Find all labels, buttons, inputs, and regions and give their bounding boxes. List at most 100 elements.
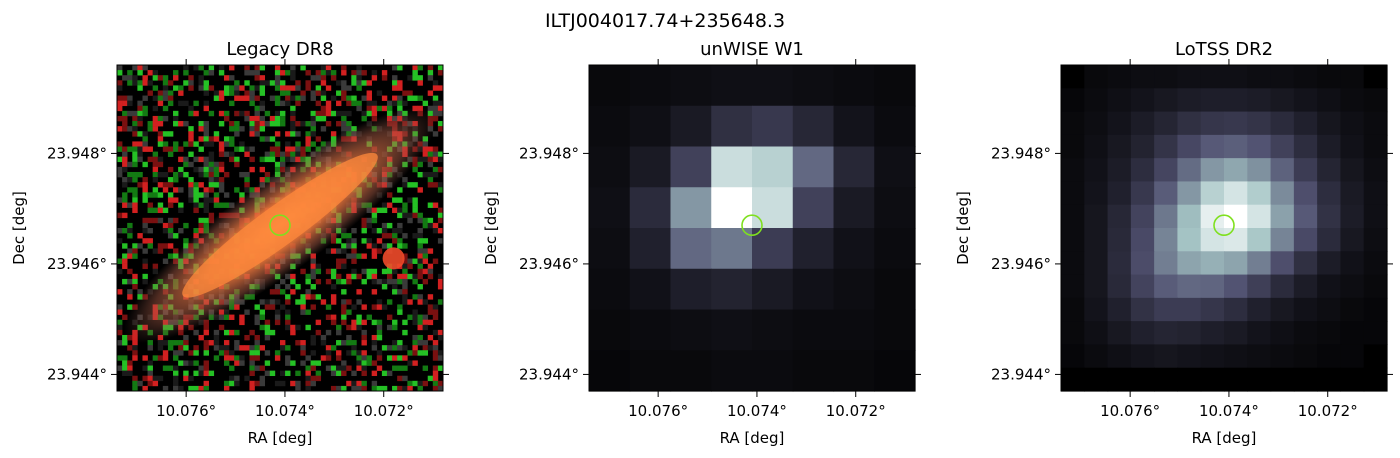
noise-pixel xyxy=(122,340,128,346)
noise-pixel xyxy=(254,334,260,341)
noise-pixel xyxy=(193,329,199,336)
noise-pixel xyxy=(437,182,444,188)
noise-pixel xyxy=(371,243,378,249)
noise-pixel xyxy=(122,126,128,132)
noise-pixel xyxy=(193,110,199,117)
noise-pixel xyxy=(203,126,209,132)
noise-pixel xyxy=(244,187,250,193)
noise-pixel xyxy=(167,146,174,152)
noise-pixel xyxy=(295,100,301,107)
noise-pixel xyxy=(300,309,306,315)
pixel xyxy=(711,309,753,351)
noise-pixel xyxy=(157,156,164,163)
noise-pixel xyxy=(203,202,209,208)
noise-pixel xyxy=(229,126,235,132)
noise-pixel xyxy=(117,80,123,86)
noise-pixel xyxy=(152,355,159,361)
noise-pixel xyxy=(132,202,138,208)
noise-pixel xyxy=(315,375,322,382)
noise-pixel xyxy=(397,355,403,361)
noise-pixel xyxy=(386,100,393,107)
noise-pixel xyxy=(341,258,347,264)
noise-pixel xyxy=(162,355,169,361)
noise-pixel xyxy=(315,263,322,270)
noise-pixel xyxy=(300,65,306,71)
noise-pixel xyxy=(315,268,322,275)
noise-pixel xyxy=(407,385,413,392)
noise-pixel xyxy=(310,294,316,300)
noise-pixel xyxy=(162,182,169,188)
noise-pixel xyxy=(218,345,225,351)
noise-pixel xyxy=(285,299,291,305)
noise-pixel xyxy=(381,228,388,234)
noise-pixel xyxy=(188,110,194,117)
noise-pixel xyxy=(264,350,271,356)
noise-pixel xyxy=(397,238,403,244)
noise-pixel xyxy=(381,95,388,101)
noise-pixel xyxy=(366,217,372,224)
noise-pixel xyxy=(300,151,306,157)
noise-pixel xyxy=(122,156,128,163)
noise-pixel xyxy=(229,75,235,81)
noise-pixel xyxy=(269,146,276,152)
noise-pixel xyxy=(366,90,372,96)
noise-pixel xyxy=(249,126,255,132)
noise-pixel xyxy=(381,278,388,285)
pixel xyxy=(1200,65,1225,89)
noise-pixel xyxy=(295,284,301,290)
pixel xyxy=(1200,321,1225,346)
noise-pixel xyxy=(183,161,189,168)
noise-pixel xyxy=(117,85,123,91)
noise-pixel xyxy=(188,131,194,137)
pixel xyxy=(1084,111,1109,136)
noise-pixel xyxy=(274,289,281,295)
noise-pixel xyxy=(264,136,271,142)
noise-pixel xyxy=(132,65,138,71)
noise-pixel xyxy=(157,90,164,96)
noise-pixel xyxy=(274,166,281,173)
axes-frame xyxy=(1060,64,1388,392)
noise-pixel xyxy=(198,166,204,173)
noise-pixel xyxy=(117,70,123,76)
noise-pixel xyxy=(132,380,138,387)
pixel xyxy=(1177,181,1202,206)
pixel xyxy=(1130,88,1155,113)
noise-pixel xyxy=(173,187,179,193)
noise-pixel xyxy=(356,273,362,280)
noise-pixel xyxy=(315,115,322,122)
noise-pixel xyxy=(239,146,245,152)
noise-pixel xyxy=(422,171,429,178)
noise-pixel xyxy=(157,192,164,198)
noise-pixel xyxy=(234,360,240,366)
noise-pixel xyxy=(127,233,133,239)
noise-pixel xyxy=(437,212,444,219)
noise-pixel xyxy=(127,171,133,178)
noise-pixel xyxy=(437,187,444,193)
noise-pixel xyxy=(417,319,423,326)
noise-pixel xyxy=(336,110,342,117)
noise-pixel xyxy=(259,177,266,183)
noise-pixel xyxy=(341,233,347,239)
noise-pixel xyxy=(234,146,240,152)
noise-pixel xyxy=(157,171,164,178)
noise-pixel xyxy=(300,294,306,300)
noise-pixel xyxy=(167,253,174,259)
noise-pixel xyxy=(310,304,316,310)
noise-pixel xyxy=(167,202,174,208)
pixel xyxy=(1363,228,1388,252)
noise-pixel xyxy=(183,65,189,71)
noise-pixel xyxy=(193,228,199,234)
noise-pixel xyxy=(280,340,286,346)
noise-pixel xyxy=(132,253,138,259)
noise-pixel xyxy=(193,156,199,163)
pixel xyxy=(1247,367,1272,392)
noise-pixel xyxy=(412,202,418,208)
pixel xyxy=(1061,228,1085,252)
pixel xyxy=(1084,274,1109,299)
noise-pixel xyxy=(198,182,204,188)
pixel xyxy=(1270,367,1295,392)
noise-pixel xyxy=(167,192,174,198)
noise-pixel xyxy=(397,65,403,71)
noise-pixel xyxy=(381,202,388,208)
noise-pixel xyxy=(178,171,184,178)
